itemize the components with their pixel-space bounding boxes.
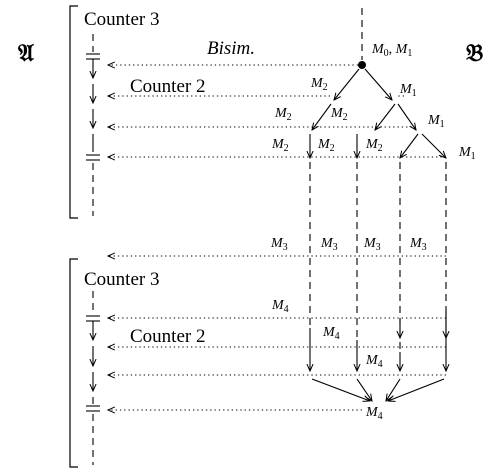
tree-edge-l2-b — [375, 103, 396, 130]
bottom-counter-3-label: Counter 3 — [84, 269, 159, 290]
label-m4-a: M4 — [271, 298, 289, 315]
label-m3-c: M3 — [363, 236, 381, 253]
label-m2-l3b: M2 — [317, 137, 335, 154]
label-m2-l3c: M2 — [365, 137, 383, 154]
label-m3-a: M3 — [270, 236, 288, 253]
label-m3-b: M3 — [320, 236, 338, 253]
label-m4-b: M4 — [322, 325, 340, 342]
converge-arrow-1 — [311, 378, 370, 401]
top-counter-2-label: Counter 2 — [130, 76, 205, 97]
bisim-label: Bisim. — [207, 38, 255, 59]
tree-edge-l2-c — [397, 103, 416, 130]
label-m3-d: M3 — [409, 236, 427, 253]
label-m2-l1: M2 — [310, 76, 328, 93]
label-m4-c: M4 — [365, 353, 383, 370]
label-m1-l3: M1 — [458, 145, 476, 162]
tree-edge-l3-d — [421, 133, 446, 158]
tree-edge-l3-c — [400, 133, 419, 158]
tree-edge-root-right — [364, 68, 392, 100]
root-label: M0, M1 — [371, 42, 412, 59]
structure-a-label: 𝔄 — [18, 38, 34, 67]
tree-edge-root-left — [334, 68, 360, 100]
tree-edge-l2-a — [312, 103, 332, 130]
structure-b-label: 𝔅 — [466, 38, 483, 67]
top-outer-bracket — [69, 5, 78, 219]
label-m2-l3a: M2 — [271, 137, 289, 154]
label-m1-l2: M1 — [427, 113, 445, 130]
bottom-counter-2-label: Counter 2 — [130, 326, 205, 347]
top-counter-3-label: Counter 3 — [84, 9, 159, 30]
label-m4-final: M4 — [365, 405, 383, 422]
label-m2-l2a: M2 — [274, 106, 292, 123]
label-m1-l1: M1 — [399, 82, 417, 99]
label-m2-l2b: M2 — [330, 106, 348, 123]
bottom-outer-bracket — [69, 258, 78, 468]
converge-arrow-2 — [356, 378, 372, 401]
root-node — [358, 61, 366, 69]
converge-arrow-4 — [388, 378, 445, 401]
